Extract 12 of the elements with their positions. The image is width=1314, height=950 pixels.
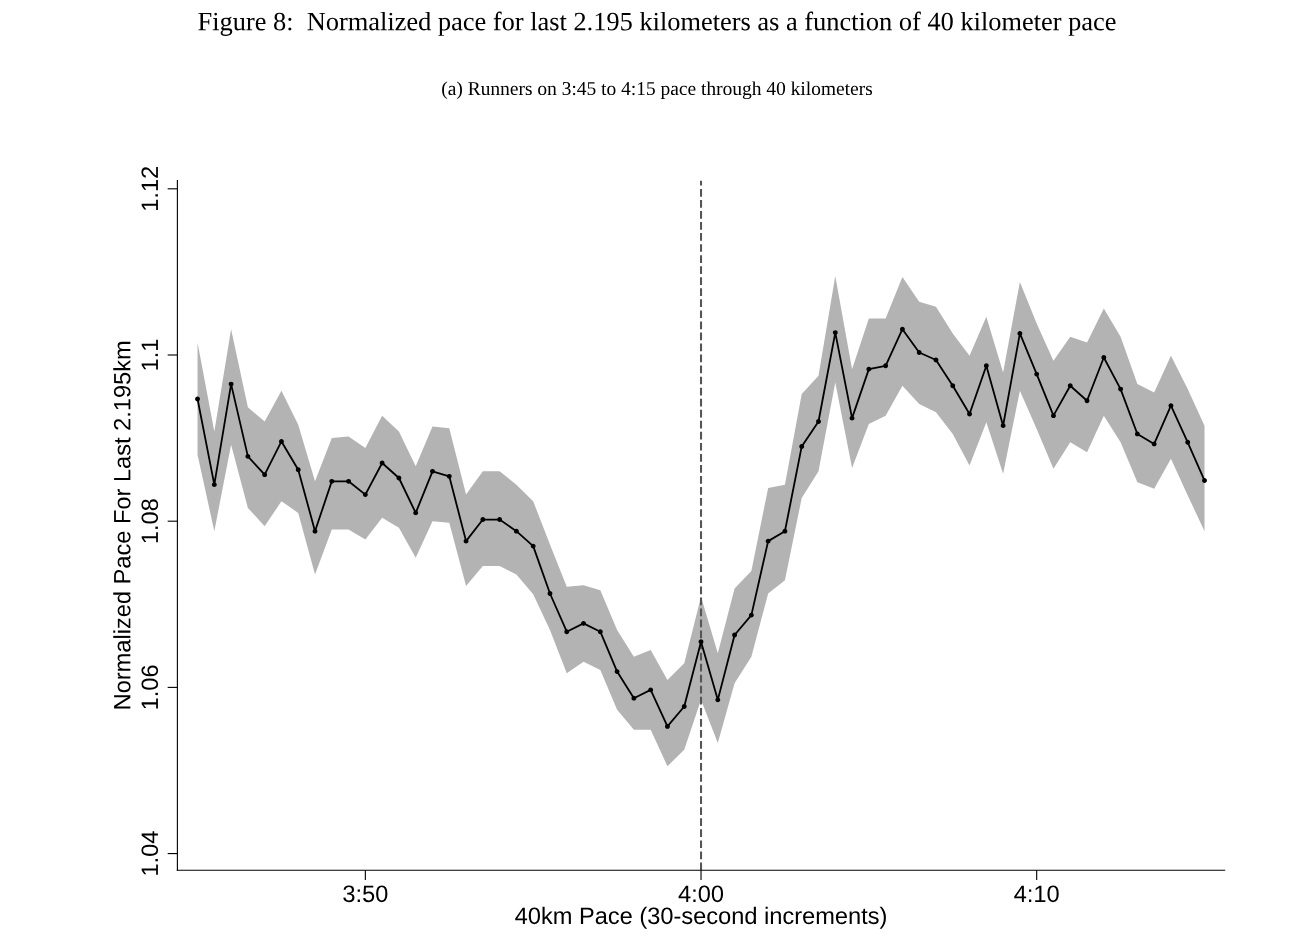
x-axis-title: 40km Pace (30-second increments) <box>515 906 886 929</box>
x-tick-label: 4:00 <box>678 885 724 903</box>
x-tick-label: 4:10 <box>1014 885 1059 903</box>
y-tick-label: 1.06 <box>141 665 159 709</box>
y-tick-label: 1.04 <box>141 831 159 875</box>
y-tick-label: 1.08 <box>141 499 159 543</box>
chart-title: Figure 8: Normalized pace for last 2.195 kilometers as a function of 40 kilometer pace <box>198 11 1116 36</box>
y-tick-label: 1.1 <box>141 339 158 370</box>
chart-subtitle: (a) Runners on 3:45 to 4:15 pace through 40 kilometers <box>442 81 873 100</box>
y-axis-title: Normalized Pace For Last 2.195km <box>113 341 131 709</box>
y-tick-label: 1.12 <box>141 167 158 210</box>
x-tick-label: 3:50 <box>343 885 388 903</box>
